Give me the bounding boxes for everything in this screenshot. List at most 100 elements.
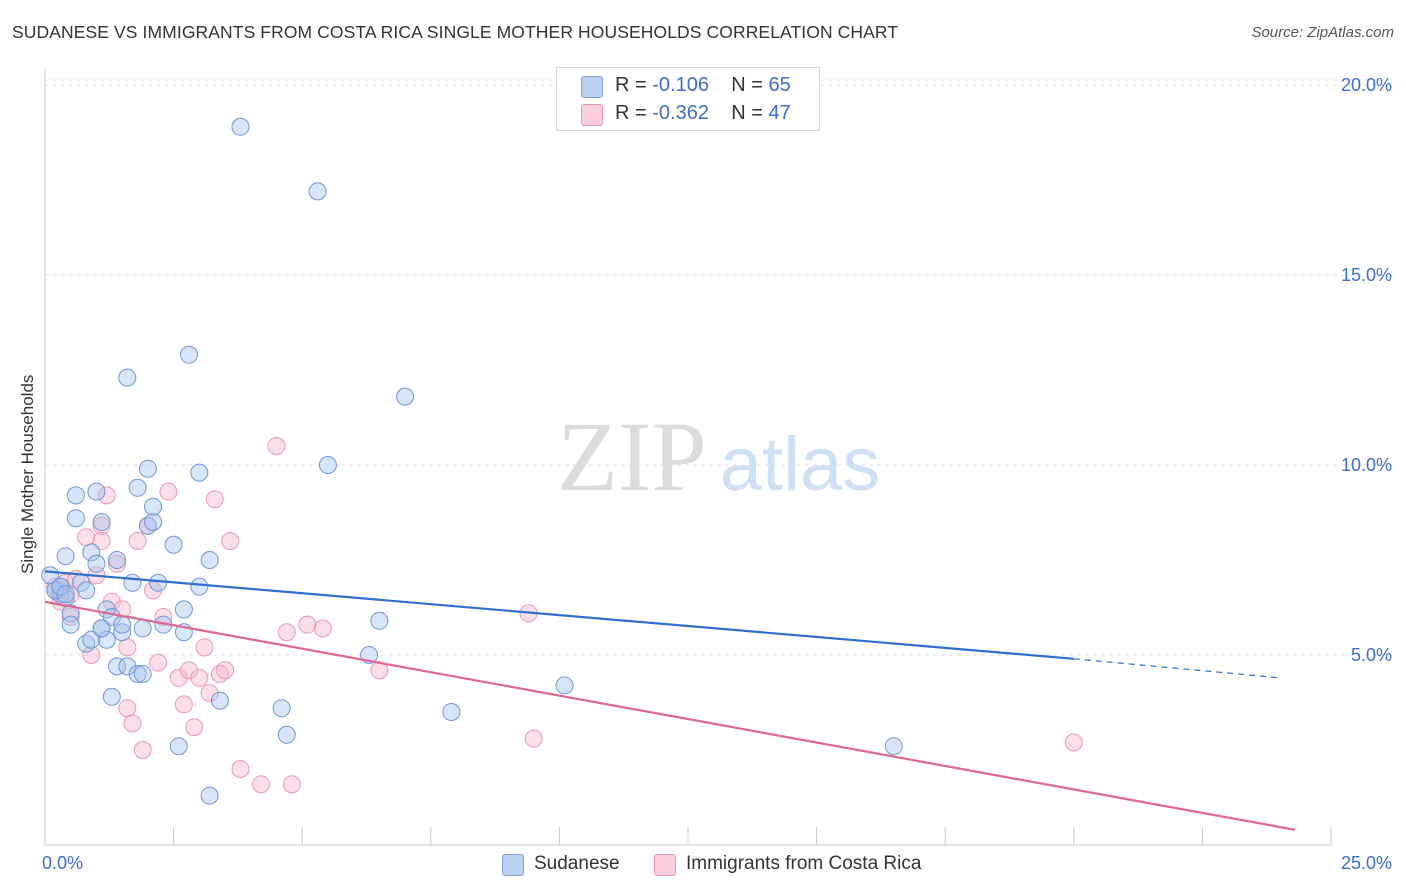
data-point-sudanese xyxy=(442,703,461,721)
data-point-sudanese xyxy=(87,554,106,573)
legend-r-value: -0.362 xyxy=(652,102,709,124)
bottom-legend-swatch-sudanese xyxy=(502,854,524,876)
trend-line-costa-rica xyxy=(44,600,1296,831)
data-point-costa-rica xyxy=(313,619,332,638)
data-point-sudanese xyxy=(200,551,219,569)
data-point-sudanese xyxy=(66,509,85,528)
data-point-sudanese xyxy=(231,117,250,136)
data-point-sudanese xyxy=(108,551,127,569)
data-point-sudanese xyxy=(56,585,75,604)
data-point-sudanese xyxy=(61,615,80,634)
bottom-legend-label-sudanese: Sudanese xyxy=(534,853,620,874)
data-point-sudanese xyxy=(128,665,147,683)
y-axis-label: Single Mother Households xyxy=(18,374,37,574)
data-point-sudanese xyxy=(77,581,96,600)
data-point-costa-rica xyxy=(108,554,127,573)
data-point-costa-rica xyxy=(123,714,142,733)
data-point-sudanese xyxy=(318,456,337,474)
data-point-sudanese xyxy=(66,486,85,505)
data-point-costa-rica xyxy=(1064,733,1083,752)
watermark-zip: ZIP xyxy=(557,401,707,512)
legend-r-label: R = xyxy=(615,102,647,124)
data-point-sudanese xyxy=(56,547,75,566)
data-point-costa-rica xyxy=(97,486,116,505)
data-point-sudanese xyxy=(272,699,291,718)
legend-r-label: R = xyxy=(615,74,647,96)
data-point-costa-rica xyxy=(195,638,214,657)
data-point-sudanese xyxy=(82,630,101,649)
data-point-sudanese xyxy=(144,497,163,516)
data-point-sudanese xyxy=(164,535,183,554)
data-point-costa-rica xyxy=(267,437,286,455)
watermark-atlas: atlas xyxy=(720,422,881,507)
data-point-sudanese xyxy=(190,463,209,482)
legend-r-value: -0.106 xyxy=(652,74,709,96)
data-point-sudanese xyxy=(108,657,127,676)
data-point-costa-rica xyxy=(185,718,204,737)
x-tick-label: 0.0% xyxy=(42,853,83,873)
data-point-sudanese xyxy=(210,691,229,710)
series-costa-rica-points xyxy=(46,437,1083,794)
legend-swatch-sudanese xyxy=(581,76,603,98)
data-point-costa-rica xyxy=(113,600,132,619)
data-point-costa-rica xyxy=(118,638,137,657)
data-point-sudanese xyxy=(118,657,137,676)
y-tick-label: 10.0% xyxy=(1341,455,1392,475)
y-tick-label: 15.0% xyxy=(1341,265,1392,285)
legend-n-label: N = xyxy=(731,102,763,124)
data-point-costa-rica xyxy=(159,482,178,501)
data-point-sudanese xyxy=(92,619,111,638)
data-point-sudanese xyxy=(396,387,415,406)
data-point-sudanese xyxy=(113,615,132,634)
data-point-sudanese xyxy=(82,543,101,562)
data-point-sudanese xyxy=(87,482,106,501)
data-point-sudanese xyxy=(169,737,188,756)
data-point-sudanese xyxy=(149,573,168,592)
data-point-sudanese xyxy=(190,577,209,596)
data-point-costa-rica xyxy=(221,532,240,550)
data-point-costa-rica xyxy=(82,646,101,664)
data-point-sudanese xyxy=(138,459,157,478)
data-point-costa-rica xyxy=(190,668,209,687)
y-tick-label: 5.0% xyxy=(1351,645,1392,665)
bottom-legend-label-costa-rica: Immigrants from Costa Rica xyxy=(686,853,922,874)
data-point-sudanese xyxy=(884,737,903,756)
data-point-costa-rica xyxy=(298,615,317,634)
data-point-costa-rica xyxy=(200,684,219,702)
correlation-legend: R = -0.106 N = 65 R = -0.362 N = 47 xyxy=(556,67,820,131)
data-point-sudanese xyxy=(180,345,199,364)
data-point-sudanese xyxy=(144,513,163,531)
data-point-costa-rica xyxy=(118,699,137,718)
data-point-costa-rica xyxy=(92,516,111,535)
data-point-sudanese xyxy=(92,513,111,531)
data-point-costa-rica xyxy=(149,653,168,672)
data-point-sudanese xyxy=(200,786,219,805)
data-point-costa-rica xyxy=(128,532,147,550)
data-point-costa-rica xyxy=(154,608,173,626)
trend-lines xyxy=(44,570,1296,831)
chart-title: SUDANESE VS IMMIGRANTS FROM COSTA RICA S… xyxy=(12,22,899,42)
axes xyxy=(44,68,1332,846)
tick-labels: 5.0% 10.0% 15.0% 20.0% 0.0% 25.0% xyxy=(42,75,1392,873)
data-point-sudanese xyxy=(277,725,296,744)
legend-n-value: 47 xyxy=(768,102,791,124)
data-point-sudanese xyxy=(133,665,152,683)
data-point-costa-rica xyxy=(133,741,152,759)
source-label: Source: ZipAtlas.com xyxy=(1251,24,1394,41)
bottom-legend-swatch-costa-rica xyxy=(654,854,676,876)
data-point-costa-rica xyxy=(92,532,111,550)
data-point-sudanese xyxy=(308,182,327,201)
x-tick-label: 25.0% xyxy=(1341,853,1392,873)
data-point-costa-rica xyxy=(174,695,193,714)
data-point-sudanese xyxy=(97,630,116,649)
data-point-sudanese xyxy=(133,619,152,638)
data-point-costa-rica xyxy=(77,528,96,547)
data-point-sudanese xyxy=(370,611,389,630)
legend-n-label: N = xyxy=(731,74,763,96)
data-point-costa-rica xyxy=(282,775,301,794)
data-point-costa-rica xyxy=(524,729,543,748)
trend-line-sudanese xyxy=(44,570,1074,660)
data-point-costa-rica xyxy=(231,760,250,778)
y-tick-label: 20.0% xyxy=(1341,75,1392,95)
